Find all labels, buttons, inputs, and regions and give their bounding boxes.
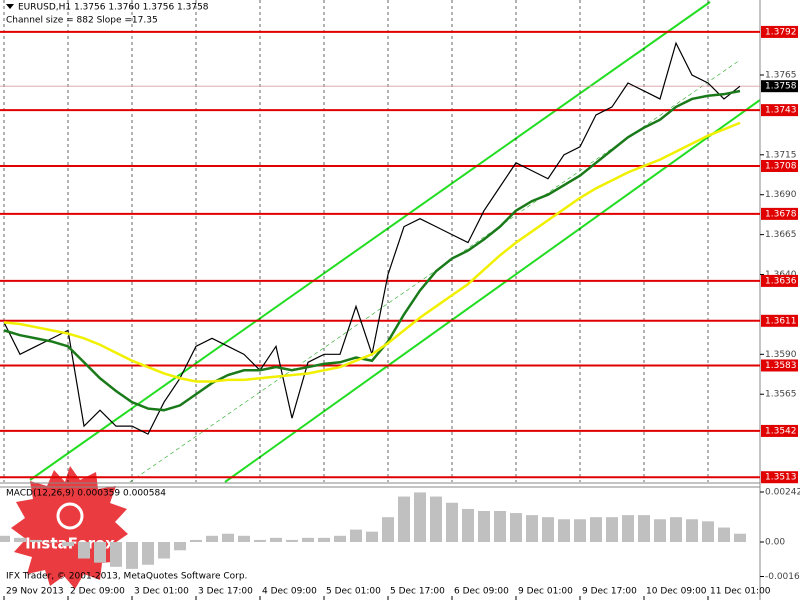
histogram-bar bbox=[542, 517, 554, 542]
x-tick-label: 9 Dec 01:00 bbox=[518, 587, 573, 597]
histogram-bar bbox=[622, 515, 634, 542]
y-tick-label: 1.3665 bbox=[765, 230, 797, 240]
level-label: 1.3743 bbox=[765, 106, 797, 116]
histogram-bar bbox=[382, 517, 394, 542]
histogram-bar bbox=[686, 519, 698, 542]
copyright: IFX Trader, © 2001-2013, MetaQuotes Soft… bbox=[6, 572, 247, 582]
level-label: 1.3792 bbox=[765, 27, 797, 37]
histogram-bar bbox=[318, 537, 330, 542]
level-label-box bbox=[761, 104, 798, 117]
histogram-bar bbox=[558, 519, 570, 542]
histogram-bar bbox=[654, 519, 666, 542]
series-line bbox=[3, 89, 741, 412]
histogram-bar bbox=[62, 542, 74, 547]
histogram-bar bbox=[734, 533, 746, 542]
y-tick-label: 1.3565 bbox=[765, 390, 797, 400]
y-tick-label: 1.3590 bbox=[765, 350, 797, 360]
x-tick-label: 4 Dec 09:00 bbox=[262, 587, 317, 597]
level-label-box bbox=[761, 274, 798, 287]
histogram-bar bbox=[30, 539, 42, 542]
histogram-bar bbox=[414, 492, 426, 542]
histogram-bar bbox=[302, 537, 314, 542]
chart-subtitle: Channel size = 882 Slope =17.35 bbox=[6, 16, 158, 26]
histogram-bar bbox=[222, 533, 234, 542]
x-tick-label: 5 Dec 17:00 bbox=[390, 587, 445, 597]
level-label-box bbox=[761, 471, 798, 484]
level-label-box bbox=[761, 314, 798, 327]
y-tick-label: 1.3765 bbox=[765, 71, 797, 81]
menu-triangle bbox=[6, 4, 14, 9]
y-tick-label: 1.3715 bbox=[765, 150, 797, 160]
histogram-bar bbox=[430, 496, 442, 542]
y-tick-label: 0.00242 bbox=[765, 487, 800, 497]
current-price-box bbox=[761, 80, 798, 93]
histogram-bar bbox=[0, 535, 10, 542]
histogram-bar bbox=[94, 542, 106, 563]
histogram-bar bbox=[110, 542, 122, 567]
x-tick-label: 29 Nov 2013 bbox=[6, 587, 64, 597]
y-tick-label: 0.00 bbox=[765, 538, 785, 548]
histogram-bar bbox=[574, 519, 586, 542]
histogram-bar bbox=[606, 517, 618, 542]
histogram-bar bbox=[462, 508, 474, 542]
histogram-bar bbox=[190, 539, 202, 542]
series-line bbox=[3, 121, 741, 383]
histogram-bar bbox=[254, 539, 266, 542]
histogram-bar bbox=[158, 542, 170, 559]
level-label: 1.3678 bbox=[765, 209, 797, 219]
x-tick-label: 9 Dec 17:00 bbox=[582, 587, 637, 597]
x-tick-label: 3 Dec 01:00 bbox=[134, 587, 189, 597]
level-label: 1.3708 bbox=[765, 161, 797, 171]
macd-title: MACD(12,26,9) 0.000359 0.000584 bbox=[6, 489, 166, 499]
histogram-bar bbox=[526, 515, 538, 542]
histogram-bar bbox=[174, 542, 186, 551]
y-tick-label: 1.3690 bbox=[765, 190, 797, 200]
histogram-bar bbox=[670, 517, 682, 542]
level-label: 1.3513 bbox=[765, 473, 797, 483]
histogram-bar bbox=[590, 517, 602, 542]
histogram-bar bbox=[46, 542, 58, 543]
x-tick-label: 6 Dec 09:00 bbox=[454, 587, 509, 597]
histogram-bar bbox=[78, 542, 90, 559]
level-label-box bbox=[761, 424, 798, 437]
histogram-bar bbox=[478, 511, 490, 542]
histogram-bar bbox=[494, 511, 506, 542]
level-label-box bbox=[761, 159, 798, 172]
histogram-bar bbox=[206, 535, 218, 542]
histogram-bar bbox=[14, 537, 26, 542]
histogram-bar bbox=[638, 515, 650, 542]
level-label-box bbox=[761, 359, 798, 372]
histogram-bar bbox=[350, 529, 362, 542]
channel-lower bbox=[224, 99, 761, 483]
histogram-bar bbox=[142, 542, 154, 565]
level-label: 1.3636 bbox=[765, 276, 797, 286]
level-label: 1.3542 bbox=[765, 426, 797, 436]
histogram-bar bbox=[270, 537, 282, 542]
level-label: 1.3583 bbox=[765, 361, 797, 371]
current-price-label: 1.3758 bbox=[765, 82, 797, 92]
y-tick-label: -0.00167 bbox=[765, 572, 800, 582]
level-label-box bbox=[761, 207, 798, 220]
x-tick-label: 10 Dec 09:00 bbox=[646, 587, 707, 597]
histogram-bar bbox=[238, 535, 250, 542]
level-label: 1.3611 bbox=[765, 316, 797, 326]
level-label-box bbox=[761, 25, 798, 38]
x-tick-label: 11 Dec 01:00 bbox=[710, 587, 771, 597]
chart-title: EURUSD,H1 1.3756 1.3760 1.3756 1.3758 bbox=[18, 3, 209, 13]
histogram-bar bbox=[334, 535, 346, 542]
channel-upper bbox=[29, 1, 711, 481]
histogram-bar bbox=[126, 542, 138, 569]
histogram-bar bbox=[702, 521, 714, 542]
x-tick-label: 5 Dec 01:00 bbox=[326, 587, 381, 597]
x-tick-label: 3 Dec 17:00 bbox=[198, 587, 253, 597]
histogram-bar bbox=[446, 502, 458, 542]
histogram-bar bbox=[510, 513, 522, 542]
histogram-bar bbox=[366, 531, 378, 542]
x-tick-label: 2 Dec 09:00 bbox=[70, 587, 125, 597]
histogram-bar bbox=[398, 496, 410, 542]
histogram-bar bbox=[286, 539, 298, 542]
histogram-bar bbox=[718, 527, 730, 542]
